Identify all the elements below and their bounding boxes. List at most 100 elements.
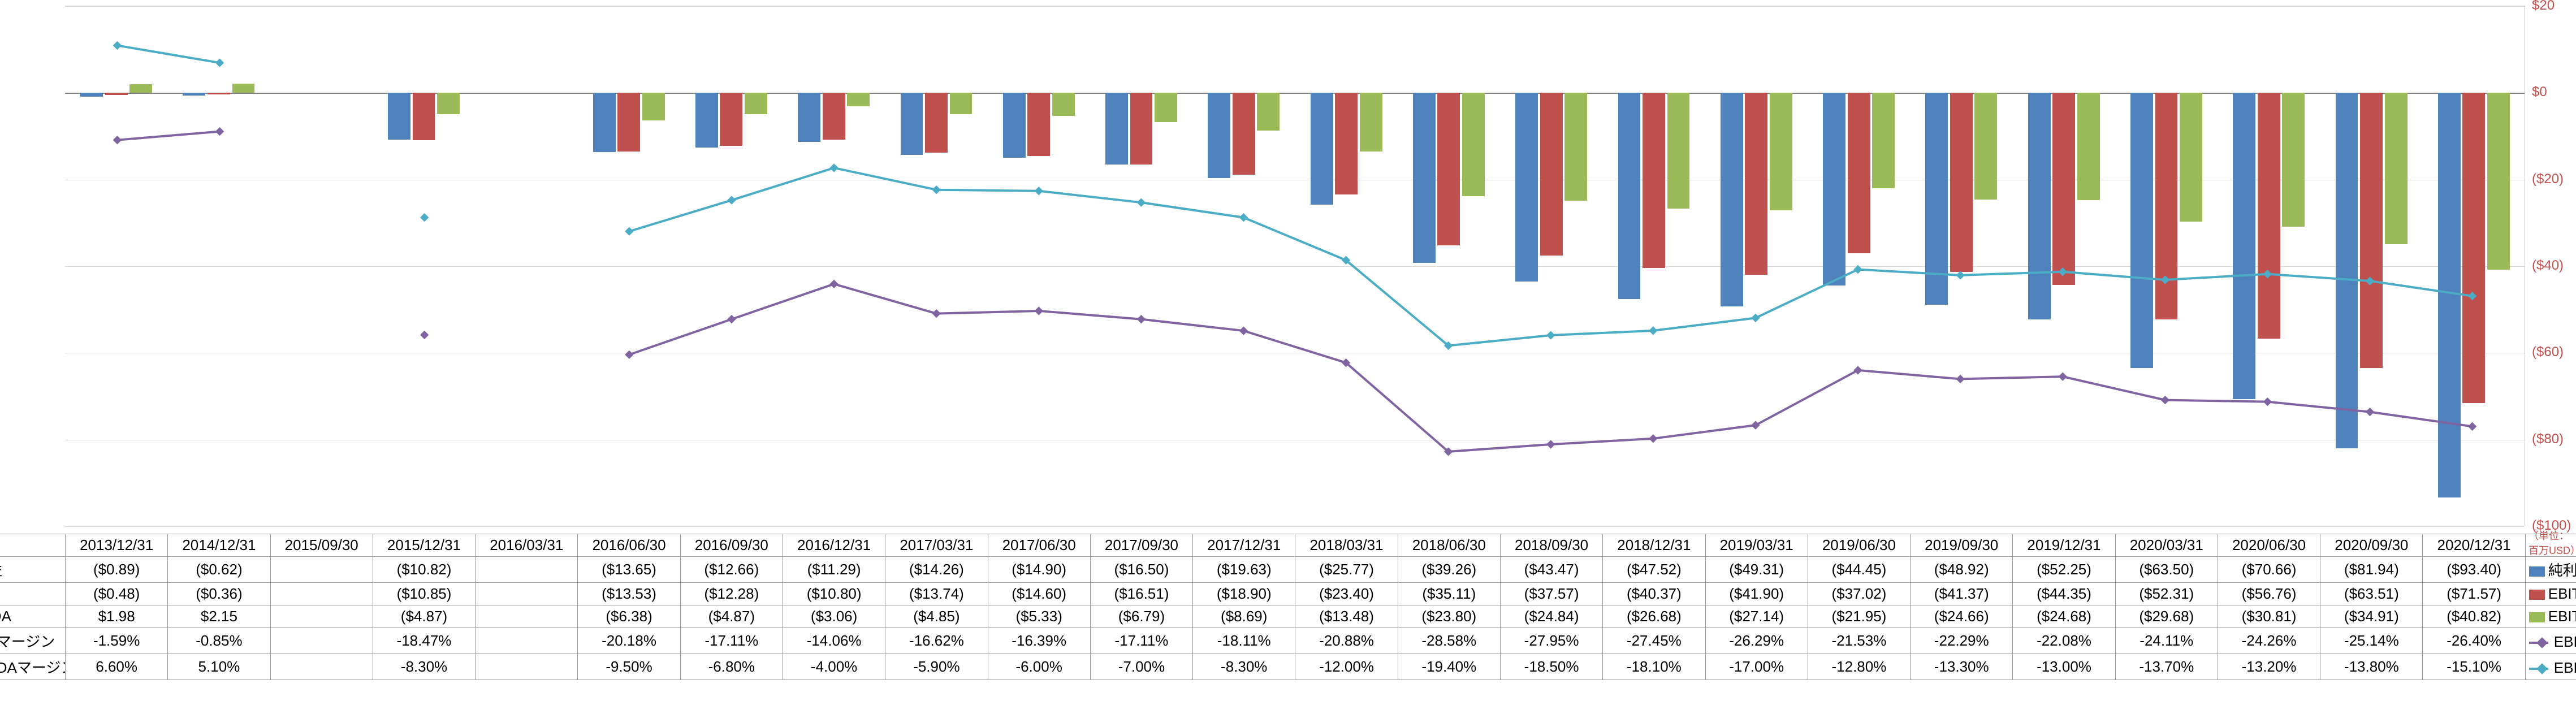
data-cell: ($81.94) — [2320, 557, 2423, 583]
marker-ebit_margin — [1035, 307, 1043, 315]
period-header: 2016/09/30 — [680, 534, 783, 557]
line-ebitda_margin — [117, 45, 2472, 345]
right-legend-cell: EBITDAマージン — [2525, 654, 2576, 680]
data-cell: ($43.47) — [1500, 557, 1602, 583]
marker-ebitda_margin — [1752, 314, 1760, 322]
data-cell: ($40.37) — [1603, 583, 1705, 605]
data-cell: -13.00% — [2013, 654, 2115, 680]
period-header: 2017/06/30 — [988, 534, 1090, 557]
period-header: 2013/12/31 — [66, 534, 168, 557]
data-cell: ($16.50) — [1090, 557, 1192, 583]
data-cell — [476, 605, 578, 628]
data-cell: ($26.68) — [1603, 605, 1705, 628]
marker-ebitda_margin — [1035, 187, 1043, 195]
data-cell: -22.08% — [2013, 628, 2115, 654]
row-label-text: EBITマージン — [0, 633, 55, 650]
period-header: 2014/12/31 — [168, 534, 270, 557]
marker-ebitda_margin — [1649, 327, 1657, 335]
data-cell: -13.20% — [2218, 654, 2320, 680]
right-legend-cell: EBIT — [2525, 583, 2576, 605]
right-legend-text: EBIT — [2548, 585, 2576, 602]
data-cell: ($0.89) — [66, 557, 168, 583]
data-cell: $2.15 — [168, 605, 270, 628]
period-header: 2018/12/31 — [1603, 534, 1705, 557]
marker-ebit_margin — [1547, 440, 1555, 448]
data-cell: ($56.76) — [2218, 583, 2320, 605]
data-cell: ($63.51) — [2320, 583, 2423, 605]
data-cell: -18.11% — [1193, 628, 1295, 654]
data-cell — [270, 654, 373, 680]
marker-ebitda_margin — [830, 164, 838, 172]
period-header: 2020/03/31 — [2115, 534, 2218, 557]
data-cell: ($37.57) — [1500, 583, 1602, 605]
period-header: 2020/06/30 — [2218, 534, 2320, 557]
data-cell: -27.45% — [1603, 628, 1705, 654]
data-cell: -24.11% — [2115, 628, 2218, 654]
marker-ebitda_margin — [932, 186, 940, 194]
marker-ebitda_margin — [216, 59, 224, 67]
bar-swatch-icon — [2529, 566, 2545, 577]
marker-ebitda_margin — [2263, 270, 2271, 278]
period-header: 2018/06/30 — [1398, 534, 1500, 557]
data-cell: ($4.87) — [373, 605, 475, 628]
data-cell: ($30.81) — [2218, 605, 2320, 628]
marker-ebitda_margin — [421, 214, 429, 222]
data-cell: -18.47% — [373, 628, 475, 654]
data-cell: ($8.69) — [1193, 605, 1295, 628]
row-label-1: 純利益 — [0, 557, 66, 583]
right-legend-cell: EBITDA — [2525, 605, 2576, 628]
period-header: 2020/09/30 — [2320, 534, 2423, 557]
dollar-tick-label: $0 — [2532, 84, 2576, 100]
data-cell: ($47.52) — [1603, 557, 1705, 583]
period-header: 2015/12/31 — [373, 534, 475, 557]
data-table: 2013/12/312014/12/312015/09/302015/12/31… — [0, 534, 2576, 680]
data-cell: ($10.82) — [373, 557, 475, 583]
data-cell: ($52.31) — [2115, 583, 2218, 605]
marker-ebit_margin — [1649, 435, 1657, 443]
data-cell: ($19.63) — [1193, 557, 1295, 583]
dollar-tick-label: ($80) — [2532, 431, 2576, 447]
period-header: 2016/03/31 — [476, 534, 578, 557]
period-header: 2017/12/31 — [1193, 534, 1295, 557]
data-cell: ($71.57) — [2423, 583, 2525, 605]
data-cell: -12.80% — [1808, 654, 1910, 680]
data-cell — [476, 628, 578, 654]
data-cell: ($16.51) — [1090, 583, 1192, 605]
marker-ebitda_margin — [625, 227, 633, 235]
data-cell: -16.39% — [988, 628, 1090, 654]
data-cell: -7.00% — [1090, 654, 1192, 680]
right-legend-text: EBITDA — [2548, 608, 2576, 625]
data-cell: ($11.29) — [783, 557, 885, 583]
right-legend-cell — [2525, 534, 2576, 557]
data-cell: ($49.31) — [1705, 557, 1808, 583]
data-cell: ($40.82) — [2423, 605, 2525, 628]
data-cell: -18.50% — [1500, 654, 1602, 680]
data-cell: -18.10% — [1603, 654, 1705, 680]
data-cell: -17.11% — [1090, 628, 1192, 654]
data-cell: -14.06% — [783, 628, 885, 654]
data-cell: ($93.40) — [2423, 557, 2525, 583]
data-cell: ($44.45) — [1808, 557, 1910, 583]
data-cell: -19.40% — [1398, 654, 1500, 680]
row-label-2: EBIT — [0, 583, 66, 605]
marker-ebit_margin — [932, 310, 940, 318]
gridline — [65, 526, 2525, 527]
data-cell: ($27.14) — [1705, 605, 1808, 628]
data-cell: ($14.90) — [988, 557, 1090, 583]
data-cell: -1.59% — [66, 628, 168, 654]
marker-ebitda_margin — [1547, 331, 1555, 339]
right-legend-cell: EBITマージン — [2525, 628, 2576, 654]
data-cell: -4.00% — [783, 654, 885, 680]
row-label-5: EBITDAマージン — [0, 654, 66, 680]
marker-ebit_margin — [2366, 408, 2374, 416]
marker-ebitda_margin — [2161, 276, 2169, 284]
data-cell: -13.70% — [2115, 654, 2218, 680]
marker-ebit_margin — [1137, 315, 1145, 323]
data-cell: ($4.85) — [885, 605, 988, 628]
dollar-tick-label: ($60) — [2532, 344, 2576, 360]
data-cell: -9.50% — [578, 654, 680, 680]
dollar-axis: $20$0($20)($40)($60)($80)($100) — [2529, 6, 2574, 526]
right-legend-text: EBITマージン — [2554, 633, 2576, 650]
data-cell — [270, 628, 373, 654]
data-cell — [270, 557, 373, 583]
